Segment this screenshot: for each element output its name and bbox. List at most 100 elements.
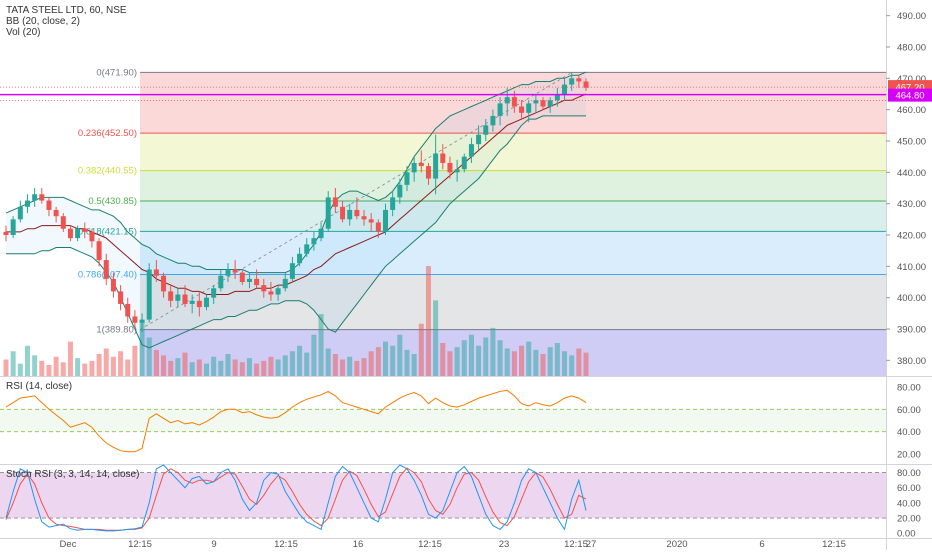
volume-bar	[340, 359, 346, 376]
candle-body	[547, 100, 553, 107]
candle-body	[390, 197, 396, 210]
candle-body	[103, 260, 109, 279]
candle-body	[383, 209, 389, 232]
volume-bar	[533, 349, 539, 376]
volume-bar	[404, 349, 410, 376]
candle-body	[361, 216, 367, 220]
volume-bar	[504, 348, 510, 376]
volume-bar	[490, 327, 496, 376]
stoch-d-line	[5, 467, 587, 531]
candle-body	[89, 231, 95, 242]
stoch-tick-label: 60.00	[897, 483, 921, 494]
fib-zone	[140, 170, 886, 202]
rsi-tick-label: 80.00	[897, 382, 921, 393]
rsi-line	[5, 389, 587, 453]
fib-zone	[140, 133, 886, 171]
volume-bar	[562, 351, 568, 376]
candle-body	[411, 162, 417, 173]
candle-body	[519, 106, 525, 113]
volume-bar	[433, 300, 439, 376]
volume-bar	[24, 345, 30, 376]
candle-body	[418, 162, 424, 167]
volume-bar	[383, 341, 389, 376]
candle-body	[67, 228, 73, 239]
candle-body	[196, 300, 202, 308]
candle-body	[583, 81, 589, 88]
volume-bar	[497, 340, 503, 376]
candle-body	[32, 194, 38, 201]
volume-bar	[246, 358, 252, 376]
time-axis-label: 12:15	[418, 539, 442, 550]
fib-level-label: 0(471.90)	[96, 67, 137, 78]
candle-body	[354, 209, 360, 217]
volume-bar	[132, 345, 138, 376]
price-tick-label: 480.00	[897, 43, 926, 54]
volume-bar	[139, 321, 145, 376]
stoch-k-line	[5, 464, 587, 532]
candle-body	[182, 294, 188, 304]
volume-bar	[225, 354, 231, 376]
candle-body	[461, 156, 467, 170]
price-tick-label: 490.00	[897, 11, 926, 22]
candle-body	[397, 184, 403, 198]
volume-bar	[46, 365, 52, 376]
candle-body	[289, 263, 295, 279]
volume-bar	[289, 351, 295, 376]
candle-body	[211, 288, 217, 298]
volume-bar	[275, 359, 281, 376]
candle-body	[404, 172, 410, 185]
volume-bar	[318, 314, 324, 376]
candle-body	[239, 272, 245, 282]
price-tick-label: 440.00	[897, 168, 926, 179]
candle-body	[425, 166, 431, 179]
candle-body	[325, 197, 331, 229]
fib-level-label: 0.382(440.55)	[78, 166, 137, 177]
volume-bar	[418, 323, 424, 376]
candle-body	[175, 294, 181, 301]
rsi-legend: RSI (14, close)	[6, 381, 73, 392]
time-axis-label: Dec	[60, 539, 77, 550]
candle-body	[554, 94, 560, 101]
candle-body	[368, 219, 374, 223]
candle-body	[275, 288, 281, 295]
price-tick-label: 400.00	[897, 293, 926, 304]
candle-body	[497, 103, 503, 116]
volume-bar	[447, 351, 453, 376]
volume-legend: Vol (20)	[6, 27, 41, 38]
volume-bar	[554, 343, 560, 376]
candle-body	[132, 316, 138, 323]
candle-body	[254, 278, 260, 286]
volume-bar	[526, 341, 532, 376]
volume-bar	[468, 334, 474, 376]
fib-zone	[140, 231, 886, 275]
volume-bar	[218, 360, 224, 376]
volume-bar	[53, 356, 59, 376]
level-price-box	[888, 88, 932, 102]
volume-bar	[82, 363, 88, 376]
candle-body	[468, 144, 474, 157]
candle-body	[153, 269, 159, 276]
volume-bar	[203, 363, 209, 376]
volume-bar	[196, 359, 202, 376]
volume-bar	[325, 348, 331, 376]
volume-bar	[461, 340, 467, 376]
volume-bar	[576, 348, 582, 376]
volume-bar	[454, 347, 460, 376]
candle-body	[261, 285, 267, 292]
rsi-tick-label: 60.00	[897, 405, 921, 416]
time-axis-label: 12:15	[564, 539, 588, 550]
volume-bar	[282, 355, 288, 376]
candle-body	[46, 200, 52, 210]
candle-body	[246, 278, 252, 282]
time-axis-label: 12:15	[274, 539, 298, 550]
rsi-tick-label: 20.00	[897, 450, 921, 461]
volume-bar	[110, 356, 116, 376]
candle-body	[53, 209, 59, 217]
stoch-rsi-legend: Stoch RSI (3, 3, 14, 14, close)	[6, 469, 140, 480]
volume-bar	[182, 352, 188, 376]
candle-body	[483, 125, 489, 135]
candle-body	[161, 275, 167, 292]
volume-bar	[411, 354, 417, 376]
